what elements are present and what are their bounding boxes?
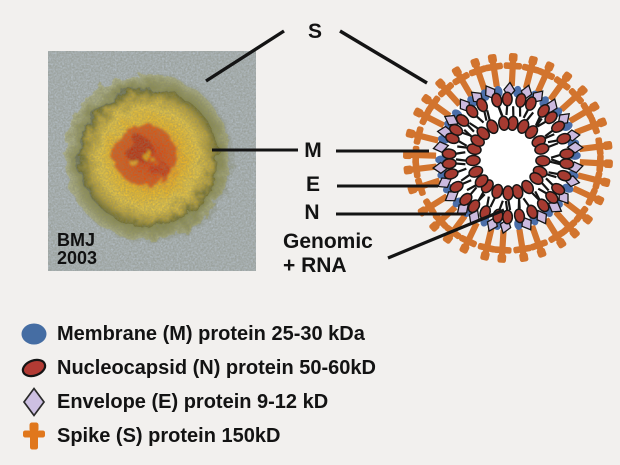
envelope-protein-glyph	[432, 140, 450, 154]
spike-glyph	[503, 53, 523, 88]
nucleocapsid-glyph	[522, 197, 539, 220]
nucleocapsid-glyph	[468, 122, 491, 141]
spike-glyph	[563, 199, 593, 225]
spike-glyph	[402, 145, 438, 165]
nucleocapsid-glyph	[459, 186, 478, 206]
nucleocapsid-glyph	[455, 113, 475, 133]
spike-glyph	[543, 217, 567, 249]
spike-glyph	[573, 116, 608, 136]
envelope-diamond-icon	[22, 387, 46, 417]
spike-glyph	[451, 66, 474, 98]
spike-glyph	[435, 78, 462, 107]
spike-glyph	[547, 71, 573, 102]
nucleocapsid-glyph	[460, 165, 484, 182]
nucleocapsid-glyph	[476, 97, 489, 121]
label-m-protein: M	[304, 139, 322, 162]
em-noise-overlay	[48, 51, 256, 271]
spike-glyph	[559, 85, 588, 112]
spike-glyph	[535, 61, 556, 94]
em-credit-line1: BMJ	[57, 230, 95, 250]
legend-label-nucleocapsid: Nucleocapsid (N) protein 50-60kD	[57, 357, 376, 379]
label-genomic-rna: Genomic + RNA	[283, 230, 373, 278]
nucleocapsid-glyph	[545, 177, 566, 196]
nucleocapsid-glyph	[536, 111, 558, 128]
spike-glyph	[578, 137, 613, 156]
nucleocapsid-glyph	[529, 171, 550, 192]
envelope-protein-glyph	[566, 141, 584, 154]
nucleocapsid-glyph	[534, 142, 559, 155]
spike-glyph	[553, 209, 580, 239]
spike-glyph	[568, 101, 600, 124]
spike-glyph	[477, 226, 497, 261]
spike-glyph	[521, 55, 541, 90]
legend-item-nucleocapsid: Nucleocapsid (N) protein 50-60kD	[18, 351, 376, 385]
nucleocapsid-glyph	[441, 148, 466, 160]
nucleocapsid-glyph	[448, 123, 472, 137]
legend-item-membrane: Membrane (M) protein 25-30 kDa	[18, 317, 376, 351]
nucleocapsid-glyph	[449, 179, 472, 194]
label-genomic-line2: + RNA	[283, 254, 347, 277]
nucleocapsid-glyph	[521, 179, 540, 201]
spike-glyph	[578, 154, 613, 173]
nucleocapsid-glyph	[501, 91, 513, 116]
nucleocapsid-glyph	[497, 106, 510, 131]
nucleocapsid-glyph	[465, 104, 485, 124]
nucleocapsid-glyph	[534, 190, 550, 213]
legend-item-envelope: Envelope (E) protein 9-12 kD	[18, 385, 376, 419]
label-e-protein: E	[305, 173, 320, 196]
nucleocapsid-glyph	[486, 110, 499, 135]
label-s-protein: S	[307, 20, 322, 43]
spike-glyph	[513, 227, 532, 263]
label-genomic-line1: Genomic	[283, 230, 373, 253]
nucleocapsid-glyph	[537, 187, 559, 204]
legend-label-membrane: Membrane (M) protein 25-30 kDa	[57, 323, 365, 345]
nucleocapsid-glyph	[544, 120, 566, 138]
nucleocapsid-glyph	[502, 200, 514, 225]
legend-label-spike: Spike (S) protein 150kD	[57, 425, 281, 447]
spike-glyph	[571, 185, 605, 206]
nucleocapsid-glyph	[547, 132, 572, 145]
nucleocapsid-glyph	[548, 169, 572, 182]
nucleocapsid-glyph	[522, 96, 537, 119]
spike-glyph	[421, 94, 452, 119]
spike-cross-icon	[23, 422, 45, 450]
nucleocapsid-glyph	[535, 155, 560, 167]
nucleocapsid-glyph	[455, 154, 481, 167]
spike-glyph	[405, 126, 440, 145]
legend-item-spike: Spike (S) protein 150kD	[18, 419, 376, 453]
nucleocapsid-glyph	[502, 185, 514, 211]
label-n-protein: N	[304, 201, 320, 224]
nucleocapsid-glyph	[489, 183, 504, 208]
spike-glyph	[403, 159, 438, 179]
nucleocapsid-glyph	[466, 174, 489, 192]
spike-glyph	[484, 53, 504, 89]
nucleocapsid-glyph	[524, 117, 543, 139]
nucleocapsid-glyph	[550, 158, 575, 170]
spike-glyph	[468, 57, 488, 92]
nucleocapsid-glyph	[443, 167, 467, 180]
virion-diagram	[402, 53, 613, 263]
em-credit-line2: 2003	[57, 248, 97, 268]
electron-micrograph: BMJ 2003	[48, 51, 256, 271]
membrane-ellipse-icon	[21, 323, 47, 345]
spike-glyph	[576, 171, 611, 190]
nucleocapsid-ellipse-icon	[21, 358, 47, 378]
nucleocapsid-glyph	[515, 92, 527, 117]
legend-label-envelope: Envelope (E) protein 9-12 kD	[57, 391, 329, 413]
envelope-protein-glyph	[536, 209, 548, 225]
legend: Membrane (M) protein 25-30 kDa Nucleocap…	[18, 317, 376, 453]
spike-glyph	[529, 224, 548, 258]
